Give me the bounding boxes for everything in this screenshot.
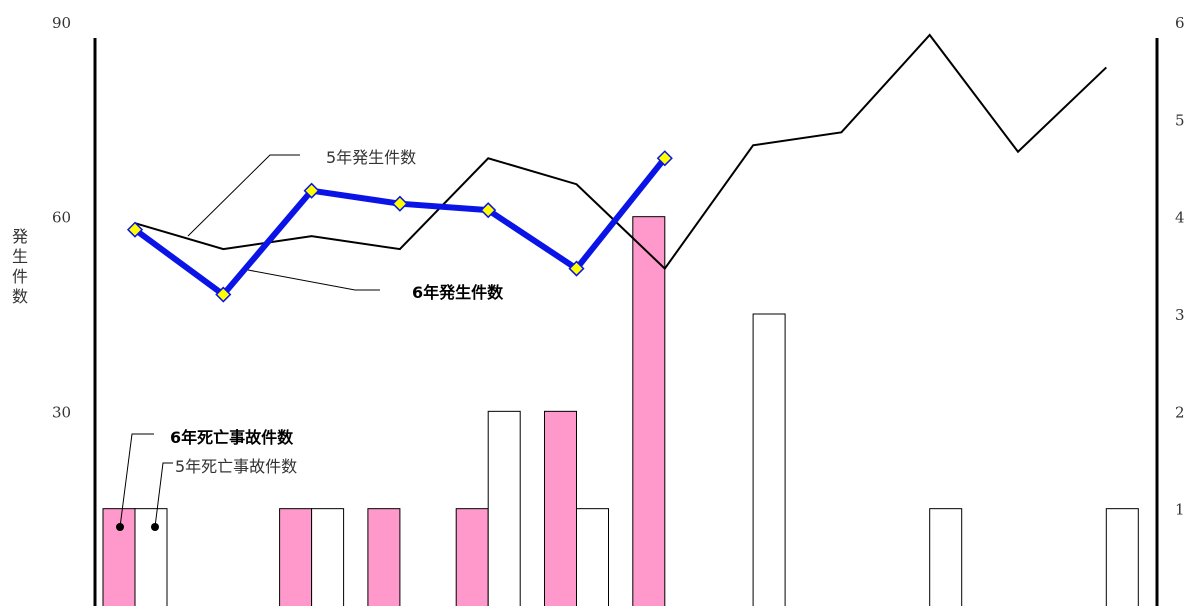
- marker-6nen-hassei: [391, 195, 408, 212]
- right-tick-label: 3: [1175, 306, 1185, 324]
- marker-6nen-hassei: [303, 182, 320, 199]
- bars-6nen-shibou: [102, 216, 666, 606]
- label-5nen-hassei: 5年発生件数: [326, 148, 416, 167]
- bar-5nen-shibou: [487, 410, 521, 606]
- bar-5nen-shibou: [134, 508, 168, 606]
- leader-5nen-hassei: [187, 154, 300, 237]
- right-tick-label: 4: [1175, 209, 1185, 227]
- marker-6nen-hassei: [568, 260, 585, 277]
- right-tick-label: 2: [1175, 403, 1185, 421]
- bar-5nen-shibou: [929, 508, 963, 606]
- bar-6nen-shibou: [367, 508, 401, 606]
- left-tick-label: 30: [52, 403, 71, 421]
- bar-5nen-shibou: [1105, 508, 1139, 606]
- left-tick-label: 60: [52, 209, 71, 227]
- label-5nen-shibou: 5年死亡事故件数: [175, 457, 297, 476]
- marker-6nen-hassei: [480, 202, 497, 219]
- bar-6nen-shibou: [455, 508, 489, 606]
- label-6nen-shibou: 6年死亡事故件数: [170, 428, 294, 447]
- marker-6nen-hassei: [656, 150, 673, 167]
- bar-5nen-shibou: [576, 508, 609, 606]
- leader-dot-5nen-shibou: [151, 523, 159, 531]
- marker-6nen-hassei: [215, 286, 232, 303]
- right-axis-ticks: 1 2 3 4 5 6: [1175, 14, 1185, 519]
- bar-6nen-shibou: [632, 216, 666, 606]
- markers-6nen-hassei: [126, 150, 673, 303]
- marker-6nen-hassei: [126, 221, 144, 238]
- right-tick-label: 6: [1175, 14, 1185, 32]
- bar-5nen-shibou: [752, 313, 786, 606]
- line-6nen-hassei: [133, 156, 668, 298]
- label-6nen-hassei: 6年発生件数: [412, 283, 504, 302]
- right-tick-label: 5: [1175, 111, 1185, 129]
- bar-6nen-shibou: [544, 410, 577, 606]
- bar-6nen-shibou: [279, 508, 313, 606]
- leader-6nen-shibou: [119, 433, 154, 528]
- leader-6nen-hassei: [247, 269, 380, 291]
- leader-5nen-shibou: [154, 462, 173, 528]
- y-axis-title: 発生件数: [9, 228, 28, 308]
- left-tick-label: 90: [52, 14, 71, 32]
- bars-5nen-shibou: [134, 313, 1139, 606]
- line-5nen-hassei: [134, 33, 1107, 271]
- left-axis-ticks: 30 60 90: [52, 14, 71, 421]
- bar-5nen-shibou: [311, 508, 345, 606]
- right-tick-label: 1: [1175, 501, 1185, 519]
- leader-dot-6nen-shibou: [116, 523, 124, 531]
